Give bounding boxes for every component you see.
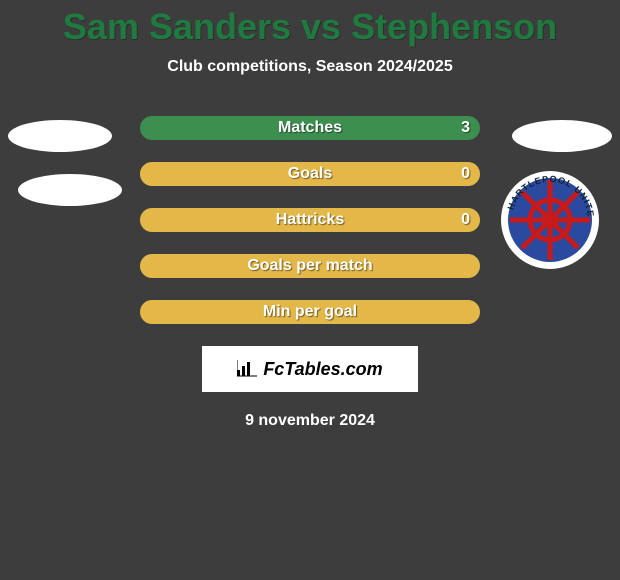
page-subtitle: Club competitions, Season 2024/2025 (0, 58, 620, 76)
date-line: 9 november 2024 (0, 412, 620, 430)
club-badge: HARTLEPOOL UNITED FC (500, 170, 600, 270)
avatar-right-1 (512, 120, 612, 152)
page-title: Sam Sanders vs Stephenson (0, 0, 620, 48)
brand-text: FcTables.com (263, 359, 382, 380)
bar-bg (140, 116, 480, 140)
bar-value-right: 3 (461, 116, 470, 140)
bar-row: 0 Goals 0 (140, 162, 480, 186)
bar-row: 0 Hattricks 0 (140, 208, 480, 232)
brand-box[interactable]: FcTables.com (202, 346, 418, 392)
bar-value-right: 0 (461, 208, 470, 232)
bar-fill (140, 208, 480, 232)
bar-row: 0 Matches 3 (140, 116, 480, 140)
bar-row: 0 Min per goal 0 (140, 300, 480, 324)
avatar-left-1 (8, 120, 112, 152)
bar-fill (140, 254, 480, 278)
avatar-left-2 (18, 174, 122, 206)
bar-fill (140, 300, 480, 324)
bar-row: 0 Goals per match 0 (140, 254, 480, 278)
bar-value-right: 0 (461, 162, 470, 186)
bar-chart-icon (237, 360, 257, 378)
bar-fill (140, 162, 480, 186)
